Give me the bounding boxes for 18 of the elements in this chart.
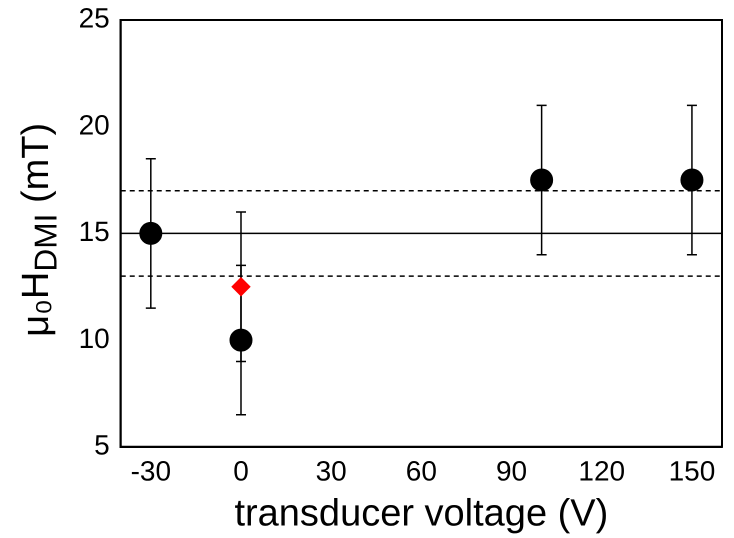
x-tick-label: 120 (578, 455, 626, 486)
y-tick-label: 5 (94, 430, 110, 461)
point (229, 328, 252, 352)
x-tick-label: 150 (668, 455, 716, 486)
point (680, 168, 704, 192)
x-tick-label: -30 (130, 455, 172, 486)
y-tick-label: 25 (78, 2, 110, 34)
y-tick-label: 10 (78, 322, 110, 354)
point (530, 168, 554, 192)
point (231, 277, 250, 296)
x-tick-label: 30 (316, 455, 347, 486)
x-tick-label: 60 (406, 455, 437, 486)
x-tick-label: 0 (233, 455, 249, 486)
x-tick-label: 90 (496, 455, 528, 486)
x-axis-title: transducer voltage (V) (234, 492, 608, 535)
y-tick-label: 15 (78, 216, 110, 248)
point (139, 222, 162, 245)
y-tick-label: 20 (78, 109, 110, 140)
